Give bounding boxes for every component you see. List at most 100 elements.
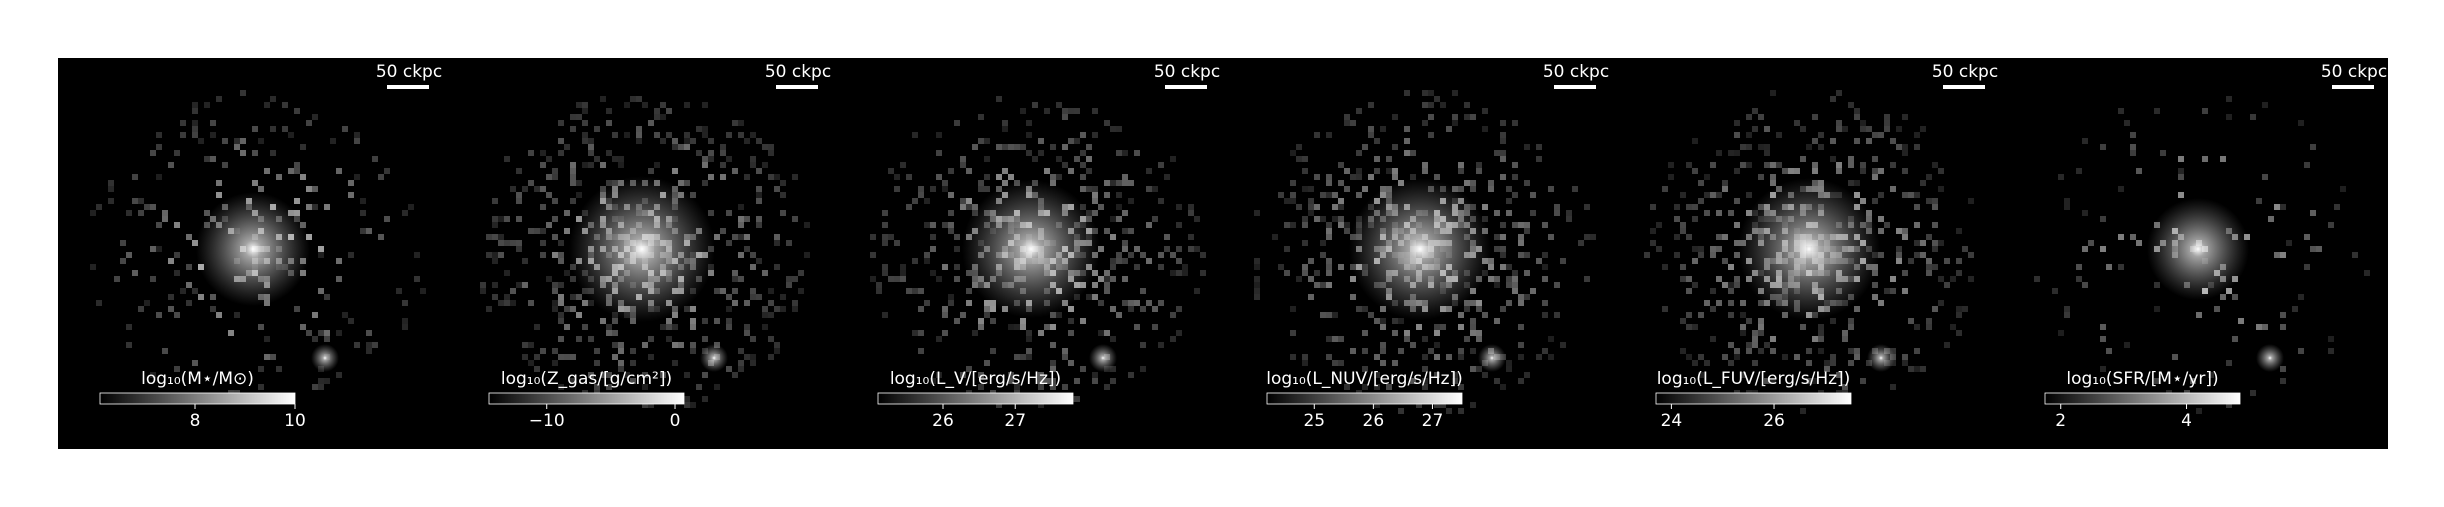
pixel	[1956, 228, 1962, 234]
pixel	[1146, 168, 1152, 174]
pixel	[1908, 318, 1914, 324]
pixel	[726, 294, 732, 300]
pixel	[2286, 240, 2292, 246]
pixel	[936, 276, 942, 282]
colorbar-tick-label: 26	[932, 411, 954, 431]
pixel	[1314, 174, 1320, 180]
pixel	[198, 138, 204, 144]
pixel	[912, 132, 918, 138]
pixel	[882, 240, 888, 246]
pixel	[1728, 360, 1734, 366]
pixel	[582, 102, 588, 108]
pixel	[1728, 264, 1734, 270]
pixel	[630, 360, 636, 366]
pixel	[966, 168, 972, 174]
pixel	[1314, 216, 1320, 222]
pixel	[600, 318, 606, 324]
pixel	[1374, 138, 1380, 144]
pixel	[1650, 240, 1656, 246]
pixel	[1044, 108, 1050, 114]
pixel	[1554, 204, 1560, 210]
pixel	[1188, 246, 1194, 252]
pixel	[1926, 198, 1932, 204]
pixel	[1446, 126, 1452, 132]
pixel	[2136, 240, 2142, 246]
pixel	[1158, 342, 1164, 348]
pixel	[552, 252, 558, 258]
pixel	[1386, 156, 1392, 162]
pixel	[420, 288, 426, 294]
pixel	[2298, 120, 2304, 126]
pixel	[1374, 318, 1380, 324]
pixel	[498, 300, 504, 306]
pixel	[1164, 174, 1170, 180]
pixel	[1122, 174, 1128, 180]
pixel	[774, 234, 780, 240]
pixel	[774, 306, 780, 312]
pixel	[954, 264, 960, 270]
pixel	[1050, 174, 1056, 180]
scale-bar-label: 50 ckpc	[765, 62, 831, 82]
pixel	[192, 240, 198, 246]
pixel	[918, 348, 924, 354]
pixel	[1494, 210, 1500, 216]
pixel	[1104, 282, 1110, 288]
pixel	[240, 150, 246, 156]
pixel	[2310, 210, 2316, 216]
pixel	[624, 372, 630, 378]
pixel	[1956, 258, 1962, 264]
pixel	[1350, 348, 1356, 354]
pixel	[1782, 354, 1788, 360]
pixel	[1740, 324, 1746, 330]
pixel	[1716, 192, 1722, 198]
pixel	[1116, 126, 1122, 132]
pixel	[2178, 174, 2184, 180]
pixel	[384, 216, 390, 222]
pixel	[150, 372, 156, 378]
pixel	[1050, 342, 1056, 348]
pixel	[1002, 120, 1008, 126]
pixel	[1914, 144, 1920, 150]
pixel	[1338, 222, 1344, 228]
pixel	[1770, 336, 1776, 342]
pixel	[1374, 372, 1380, 378]
pixel	[360, 210, 366, 216]
pixel	[1308, 204, 1314, 210]
pixel	[534, 324, 540, 330]
pixel	[780, 210, 786, 216]
pixel	[1440, 324, 1446, 330]
pixel	[2226, 402, 2232, 408]
pixel	[1758, 300, 1764, 306]
pixel	[1518, 324, 1524, 330]
pixel	[798, 288, 804, 294]
pixel	[546, 222, 552, 228]
pixel	[732, 234, 738, 240]
pixel	[138, 306, 144, 312]
pixel	[558, 240, 564, 246]
pixel	[888, 234, 894, 240]
pixel	[1098, 246, 1104, 252]
pixel	[1518, 354, 1524, 360]
pixel	[1008, 324, 1014, 330]
pixel	[702, 126, 708, 132]
pixel	[558, 336, 564, 342]
pixel	[318, 378, 324, 384]
pixel	[1542, 222, 1548, 228]
pixel	[1764, 150, 1770, 156]
pixel	[324, 336, 330, 342]
pixel	[522, 282, 528, 288]
pixel	[2304, 264, 2310, 270]
pixel	[2076, 168, 2082, 174]
pixel	[1488, 276, 1494, 282]
pixel	[540, 252, 546, 258]
pixel	[966, 204, 972, 210]
pixel	[1950, 276, 1956, 282]
pixel	[1434, 96, 1440, 102]
pixel	[1074, 108, 1080, 114]
pixel	[168, 258, 174, 264]
pixel	[1296, 276, 1302, 282]
pixel	[1752, 126, 1758, 132]
pixel	[492, 252, 498, 258]
pixel	[324, 330, 330, 336]
